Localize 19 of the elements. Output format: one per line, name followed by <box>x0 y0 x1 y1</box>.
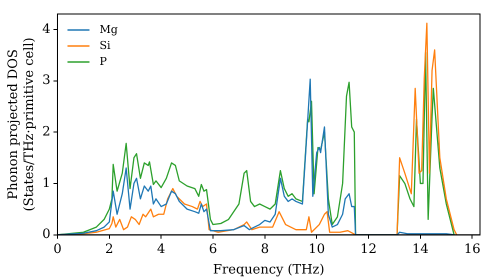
x-tick-label: 0 <box>53 242 62 257</box>
x-tick-label: 2 <box>105 242 114 257</box>
y-tick-label: 1 <box>42 176 50 191</box>
legend-label: Mg <box>99 22 118 36</box>
legend-label: P <box>99 54 108 68</box>
x-axis-title: Frequency (THz) <box>213 262 324 278</box>
y-tick-label: 2 <box>42 124 50 140</box>
y-axis-title: Phonon projected DOS (States/THz·primitive cell) <box>6 37 37 212</box>
x-tick-label: 14 <box>412 242 429 257</box>
x-tick-label: 6 <box>208 242 218 257</box>
x-tick-label: 4 <box>157 242 166 257</box>
x-tick-label: 10 <box>308 242 325 257</box>
y-tick-label: 0 <box>42 227 50 242</box>
y-tick-label: 4 <box>42 22 50 37</box>
x-tick-label: 8 <box>260 242 269 257</box>
x-tick-label: 12 <box>360 242 377 257</box>
y-tick-label: 3 <box>42 73 50 88</box>
legend-label: Si <box>99 38 112 52</box>
x-tick-label: 16 <box>464 242 480 257</box>
